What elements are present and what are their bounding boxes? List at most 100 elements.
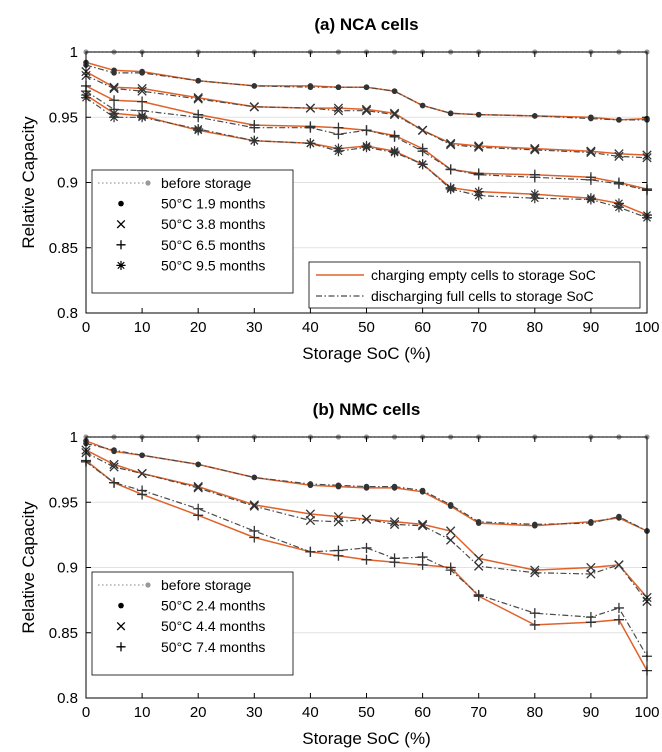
data-point <box>417 159 428 170</box>
data-point <box>305 546 316 557</box>
y-tick-label: 0.8 <box>57 690 78 707</box>
data-point <box>474 561 484 571</box>
data-point <box>417 125 428 135</box>
legend-label: 50°C 6.5 months <box>161 237 265 253</box>
data-point <box>445 183 456 195</box>
data-point <box>363 84 370 91</box>
data-point <box>417 146 428 157</box>
data-point <box>305 122 316 133</box>
series-charging-line <box>85 70 648 156</box>
data-point <box>307 481 314 487</box>
chart-title: (a) NCA cells <box>314 15 418 34</box>
data-point <box>474 142 484 152</box>
data-point <box>109 462 119 472</box>
data-point <box>109 112 120 123</box>
legend-marker <box>116 219 126 229</box>
legend-label: 50°C 1.9 months <box>161 196 265 212</box>
x-tick-label: 30 <box>246 319 263 336</box>
data-point <box>251 83 258 89</box>
data-point <box>307 84 314 91</box>
y-tick-label: 0.95 <box>49 109 78 126</box>
data-point <box>586 569 596 579</box>
data-point <box>389 553 400 564</box>
legend-marker <box>118 200 124 207</box>
data-point <box>139 452 145 459</box>
data-point <box>445 138 456 149</box>
data-point <box>137 86 147 96</box>
data-point <box>532 521 538 528</box>
x-tick-label: 70 <box>470 704 487 721</box>
y-tick-label: 0.85 <box>49 625 78 642</box>
data-point <box>137 96 148 107</box>
y-tick-label: 1 <box>70 44 78 61</box>
data-point <box>445 164 456 175</box>
legend-marker <box>118 602 124 609</box>
x-tick-label: 60 <box>414 704 431 721</box>
x-tick-label: 50 <box>358 704 375 721</box>
y-tick-label: 0.9 <box>57 560 78 577</box>
data-point <box>389 519 400 530</box>
data-point <box>417 519 428 530</box>
data-point <box>361 554 372 565</box>
data-point <box>530 143 540 154</box>
data-point <box>193 123 204 135</box>
legend-before-marker <box>145 582 151 588</box>
legend-label: before storage <box>161 175 251 191</box>
x-tick-label: 80 <box>526 319 543 336</box>
data-point <box>616 117 622 123</box>
data-point <box>586 146 596 156</box>
data-point <box>447 502 454 508</box>
data-point <box>473 169 484 180</box>
data-point <box>475 519 482 525</box>
data-point <box>249 500 259 510</box>
data-point <box>588 115 594 122</box>
data-point <box>530 568 540 578</box>
data-point <box>109 95 120 106</box>
data-point <box>588 520 594 526</box>
data-point <box>586 562 596 573</box>
x-tick-label: 50 <box>358 319 375 336</box>
data-point <box>361 125 372 136</box>
data-point <box>249 135 260 146</box>
legend-label: discharging full cells to storage SoC <box>371 288 594 304</box>
data-point <box>249 501 259 511</box>
data-point <box>445 565 456 576</box>
data-point <box>193 481 203 492</box>
legend-label: 50°C 4.4 months <box>161 618 265 634</box>
data-point <box>361 104 372 115</box>
x-tick-label: 40 <box>302 704 319 721</box>
x-tick-label: 100 <box>634 319 659 336</box>
data-point <box>109 83 119 94</box>
data-point <box>445 526 456 536</box>
legend-marker <box>116 621 126 631</box>
data-point <box>109 459 119 470</box>
data-point <box>305 515 316 526</box>
data-point <box>529 619 540 630</box>
series-discharging-line <box>85 442 648 532</box>
legend-before-marker <box>145 180 151 186</box>
data-point <box>109 82 119 92</box>
data-point <box>529 172 540 183</box>
series-discharging-line <box>85 461 648 657</box>
data-point <box>363 483 370 490</box>
data-point <box>389 131 400 142</box>
y-axis-label: Relative Capacity <box>19 116 38 249</box>
data-point <box>613 602 624 613</box>
data-point <box>361 142 372 153</box>
data-point <box>193 94 203 104</box>
y-tick-label: 0.8 <box>57 305 78 322</box>
x-axis-label: Storage SoC (%) <box>302 344 431 363</box>
series-discharging-line <box>85 452 648 602</box>
data-point <box>391 483 398 490</box>
data-point <box>195 77 201 84</box>
data-point <box>585 174 596 185</box>
data-point <box>447 110 454 117</box>
series-charging-line <box>85 449 648 598</box>
data-point <box>419 487 426 494</box>
data-point <box>361 514 372 524</box>
data-point <box>137 112 148 123</box>
series-discharging-line <box>85 97 648 219</box>
x-tick-label: 10 <box>134 704 151 721</box>
x-tick-label: 30 <box>246 704 263 721</box>
data-point <box>614 151 624 162</box>
